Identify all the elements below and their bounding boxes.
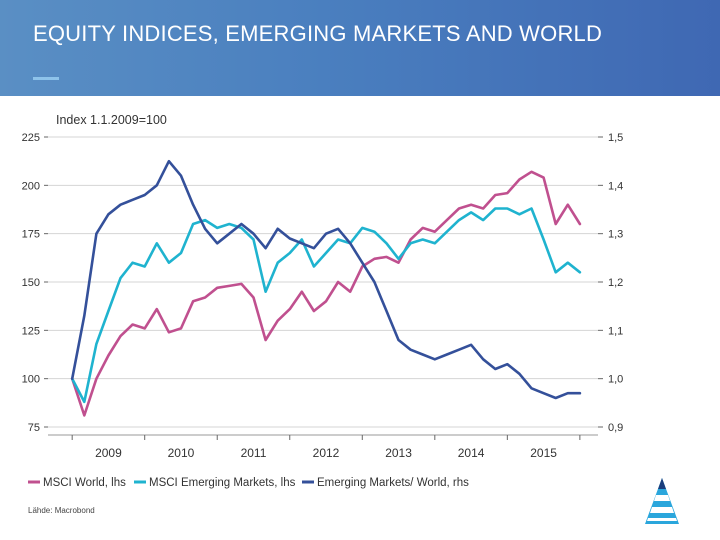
y-right-tick-label: 1,1 [608, 325, 623, 337]
y-left-tick-label: 100 [22, 374, 40, 386]
x-tick-label: 2009 [95, 446, 122, 460]
y-left-tick-label: 175 [22, 229, 40, 241]
source-note: Lähde: Macrobond [28, 506, 95, 515]
y-right-tick-label: 1,3 [608, 229, 623, 241]
y-left-tick-label: 150 [22, 277, 40, 289]
x-tick-label: 2010 [168, 446, 195, 460]
x-tick-label: 2014 [458, 446, 485, 460]
x-tick-label: 2012 [313, 446, 340, 460]
msci-world-line [70, 170, 582, 417]
title-banner: EQUITY INDICES, EMERGING MARKETS AND WOR… [0, 0, 720, 96]
equity-index-chart: 225 200 175 150 125 100 75 1,5 1,4 1,3 1,2 1,1 1,0 0,… [22, 132, 624, 489]
title-underline [33, 77, 59, 80]
legend-msci-em-label: MSCI Emerging Markets, lhs [149, 477, 296, 489]
x-tick-label: 2015 [530, 446, 557, 460]
y-right-tick-label: 1,2 [608, 277, 623, 289]
y-left-tick-label: 225 [22, 132, 40, 144]
y-right-tick-label: 1,4 [608, 180, 623, 192]
y-left-tick-label: 75 [28, 422, 40, 434]
y-left-tick-label: 200 [22, 180, 40, 192]
y-right-tick-label: 1,5 [608, 132, 623, 144]
x-tick-label: 2013 [385, 446, 412, 460]
y-right-tick-label: 1,0 [608, 374, 623, 386]
legend-msci-world-label: MSCI World, lhs [43, 477, 126, 489]
y-left-tick-label: 125 [22, 325, 40, 337]
company-logo [645, 478, 679, 524]
page-title: EQUITY INDICES, EMERGING MARKETS AND WOR… [33, 21, 603, 46]
x-tick-label: 2011 [241, 446, 267, 460]
msci-em-line [70, 207, 582, 404]
chart-subtitle: Index 1.1.2009=100 [56, 113, 167, 127]
legend-ratio-label: Emerging Markets/ World, rhs [317, 477, 469, 489]
em-world-ratio-line [70, 159, 582, 400]
y-right-tick-label: 0,9 [608, 422, 623, 434]
